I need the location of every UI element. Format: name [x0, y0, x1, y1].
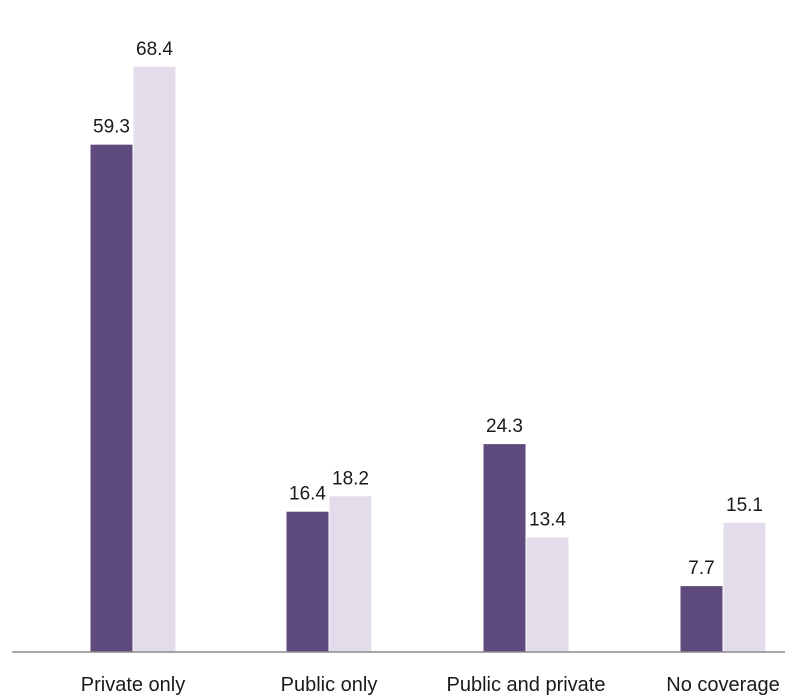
category-label: Private only: [81, 674, 186, 696]
category-labels-group: Private only Public only Public and privat…: [81, 674, 780, 696]
bars-group: [90, 66, 766, 653]
value-label: 24.3: [486, 416, 523, 437]
category-label: Public only: [281, 674, 378, 696]
bar-series1-no-coverage: [680, 586, 723, 652]
bar-series2-public-only: [329, 496, 372, 652]
value-label: 15.1: [726, 495, 763, 516]
bar-series1-public-only: [286, 511, 329, 652]
value-label: 18.2: [332, 468, 369, 489]
bar-series2-no-coverage: [723, 522, 766, 652]
category-label: No coverage: [666, 674, 779, 696]
value-label: 68.4: [136, 39, 173, 60]
value-label: 13.4: [529, 509, 566, 530]
bar-series2-public-and-private: [526, 537, 569, 652]
category-label: Public and private: [447, 674, 606, 696]
value-label: 16.4: [289, 484, 326, 505]
value-label: 59.3: [93, 117, 130, 138]
value-labels-group: 59.3 68.4 16.4 18.2 24.3 13.4 7.7 15.1: [93, 39, 763, 579]
bar-series1-private-only: [90, 144, 133, 652]
value-label: 7.7: [688, 558, 714, 579]
bar-series2-private-only: [133, 66, 176, 653]
bar-series1-public-and-private: [483, 444, 526, 652]
